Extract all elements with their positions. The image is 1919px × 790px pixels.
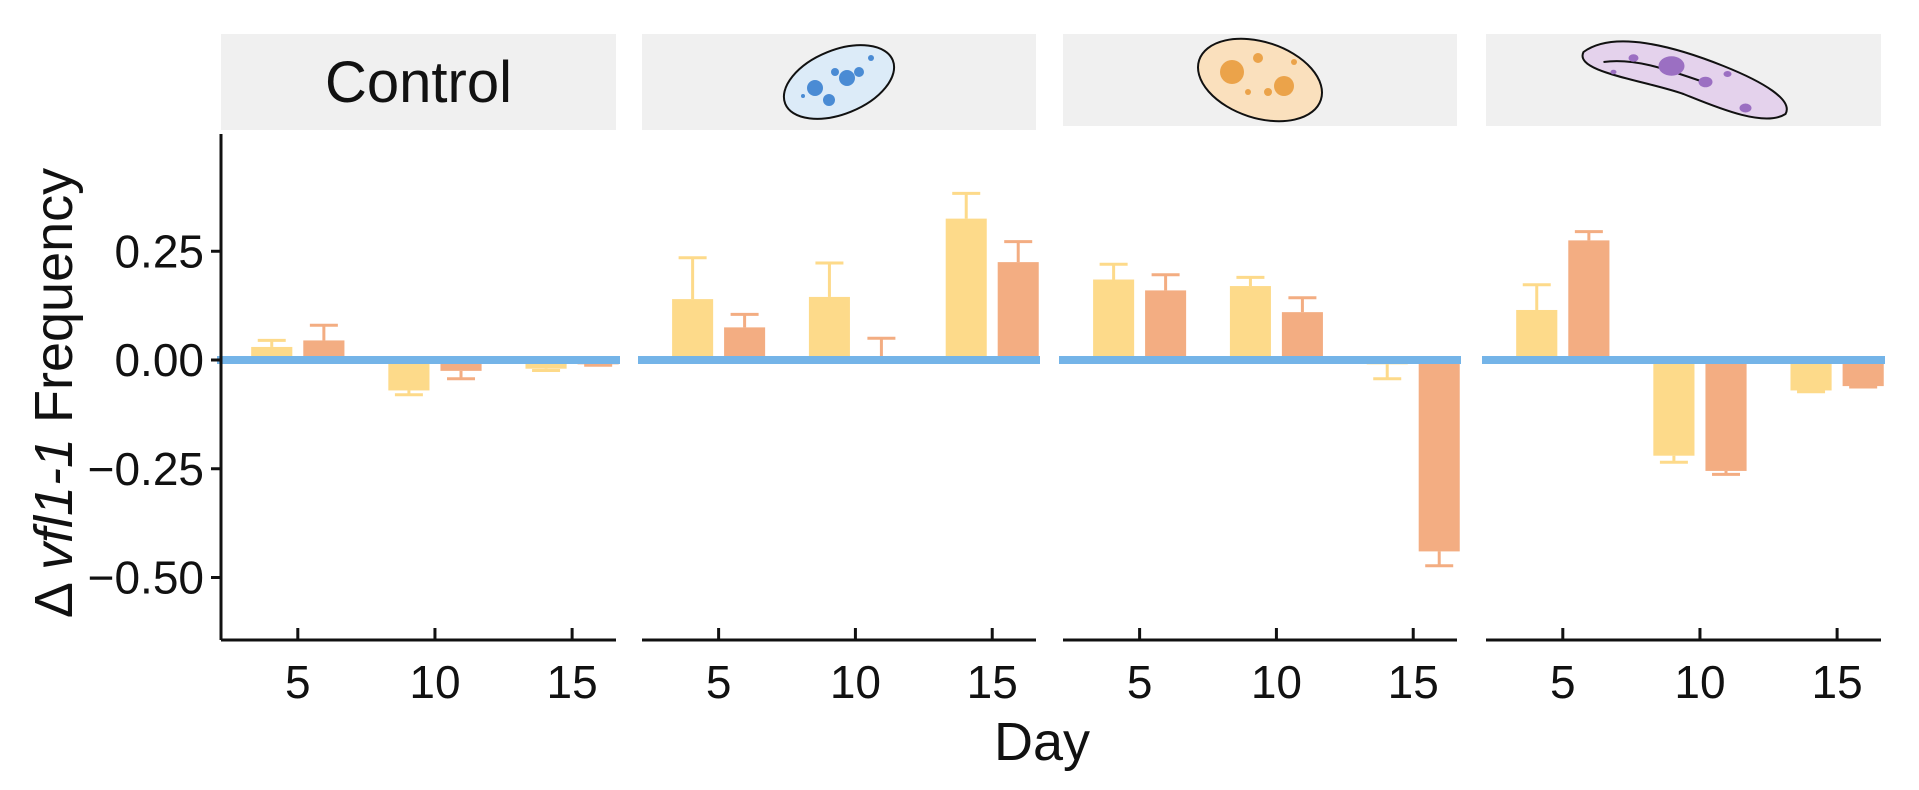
x-tick-label: 15 <box>967 656 1018 708</box>
cell-spot <box>1723 71 1732 77</box>
facet-panel: 5 10 15 <box>638 191 1040 708</box>
bar <box>1705 360 1747 471</box>
strip-background <box>221 34 616 130</box>
y-axis-title-suffix: Frequency <box>24 168 84 438</box>
x-tick-label: 15 <box>1388 656 1439 708</box>
strip-label: Control <box>325 50 512 115</box>
facet-strips: Control <box>221 34 1881 130</box>
bar <box>724 327 766 360</box>
facet-strip <box>642 34 1036 130</box>
facet-panels: 5 10 15 5 10 15 5 10 15 5 10 15 <box>217 191 1885 708</box>
x-tick-label: 5 <box>285 656 311 708</box>
bar <box>1516 309 1558 360</box>
bar <box>1842 360 1884 387</box>
orange-cell-icon <box>1197 37 1323 123</box>
bar <box>1418 360 1460 552</box>
y-axis-title: Δ vfl1-1 Frequency <box>24 168 84 618</box>
cell-spot <box>839 70 855 86</box>
blue-cell-icon <box>782 44 896 120</box>
cell-spot <box>1698 76 1713 88</box>
cell-spot <box>1291 59 1297 65</box>
cell-spot <box>1253 53 1263 63</box>
y-axis-title-prefix: Δ <box>24 570 84 618</box>
cell-spot <box>831 68 839 76</box>
x-tick-label: 10 <box>830 656 881 708</box>
bar <box>388 360 430 391</box>
y-axis-title-italic: vfl1-1 <box>24 438 84 570</box>
bar <box>1093 279 1135 360</box>
cell-spot <box>854 67 864 77</box>
cell-spot <box>1610 69 1617 75</box>
facet-panel: 5 10 15 <box>217 323 620 708</box>
facet-panel: 5 10 15 <box>1059 262 1461 708</box>
y-tick-label: −0.25 <box>88 443 204 495</box>
cell-spot <box>1658 56 1685 76</box>
x-tick-label: 15 <box>547 656 598 708</box>
cell-spot <box>868 55 874 61</box>
bar <box>440 360 482 371</box>
facet-strip <box>1063 34 1457 126</box>
cell-spot <box>823 94 835 106</box>
bar <box>1790 360 1832 391</box>
x-tick-label: 10 <box>409 656 460 708</box>
bar <box>672 299 714 360</box>
bar <box>1568 240 1610 360</box>
bar <box>1229 286 1271 360</box>
facet-strip: Control <box>221 34 616 130</box>
x-tick-label: 5 <box>706 656 732 708</box>
purple-cell-icon <box>1581 40 1788 120</box>
cell-spot <box>807 80 823 96</box>
cell-spot <box>1220 60 1244 84</box>
y-tick-label: −0.50 <box>88 552 204 604</box>
y-tick-label: 0.25 <box>114 225 204 277</box>
cell-body <box>782 44 896 120</box>
bar <box>997 262 1039 360</box>
cell-body <box>1197 37 1323 123</box>
bar <box>1281 312 1323 360</box>
bar <box>303 340 345 360</box>
x-tick-label: 5 <box>1550 656 1576 708</box>
bar <box>525 360 567 369</box>
x-tick-label: 15 <box>1812 656 1863 708</box>
cell-spot <box>1628 54 1639 62</box>
y-tick-label: 0.00 <box>114 334 204 386</box>
cell-spot <box>1274 76 1294 96</box>
cell-line <box>1603 60 1704 83</box>
bar <box>945 218 987 360</box>
bar <box>1653 360 1695 456</box>
bar <box>808 296 850 360</box>
x-tick-label: 5 <box>1127 656 1153 708</box>
cell-spot <box>1739 103 1752 113</box>
cell-spot <box>1245 89 1251 95</box>
bar <box>1145 290 1187 360</box>
cell-spot <box>801 94 805 98</box>
y-axis: 0.25 0.00 −0.25 −0.50 <box>88 134 223 640</box>
x-tick-label: 10 <box>1674 656 1725 708</box>
x-tick-label: 10 <box>1251 656 1302 708</box>
facet-strip <box>1486 34 1881 126</box>
cell-spot <box>1264 88 1272 96</box>
x-axis-title: Day <box>994 712 1090 772</box>
facet-panel: 5 10 15 <box>1482 230 1885 708</box>
